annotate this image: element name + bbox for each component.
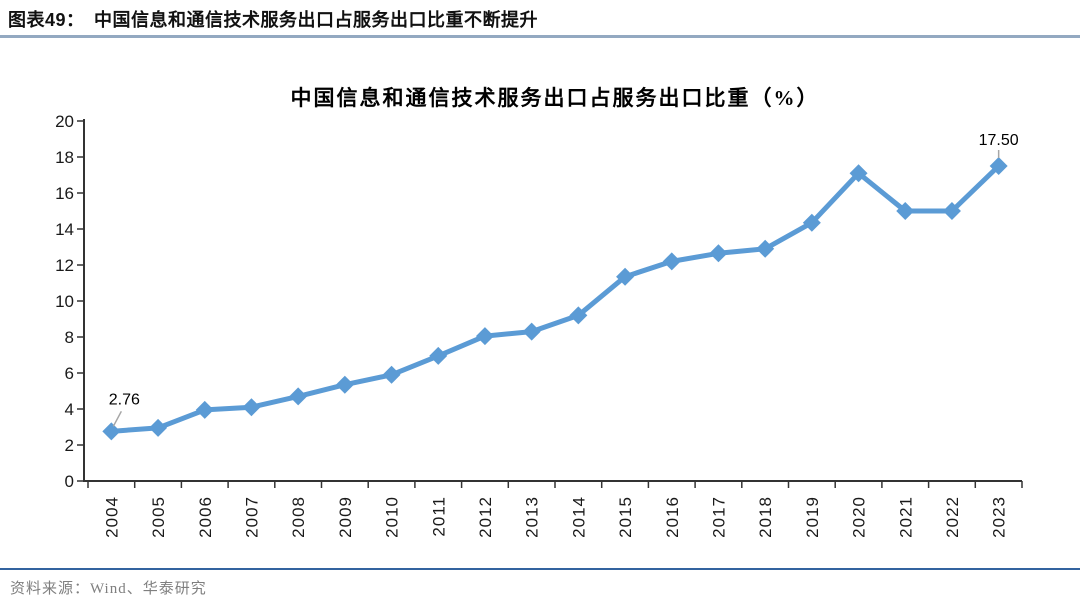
data-point-2014: [569, 306, 588, 325]
y-tick-label: 2: [65, 436, 74, 455]
x-tick-label: 2018: [756, 496, 775, 538]
x-tick-label: 2014: [569, 496, 588, 538]
x-tick-label: 2016: [663, 496, 682, 538]
data-point-2010: [382, 365, 401, 384]
x-tick-label: 2020: [850, 496, 869, 538]
chart-title: 中国信息和通信技术服务出口占服务出口比重（%）: [290, 86, 820, 110]
data-point-2016: [662, 252, 681, 271]
x-tick-label: 2004: [102, 496, 121, 538]
y-tick-label: 14: [55, 220, 74, 239]
data-point-2007: [242, 398, 261, 417]
data-point-2017: [709, 244, 728, 263]
y-tick-label: 20: [55, 112, 74, 131]
x-tick-label: 2017: [709, 496, 728, 538]
x-tick-label: 2023: [990, 496, 1009, 538]
x-tick-label: 2019: [803, 496, 822, 538]
data-point-2015: [616, 267, 635, 286]
x-tick-label: 2009: [336, 496, 355, 538]
y-tick-label: 16: [55, 184, 74, 203]
y-tick-label: 0: [65, 472, 74, 491]
data-point-label: 17.50: [979, 132, 1019, 149]
x-tick-label: 2015: [616, 496, 635, 538]
x-tick-label: 2021: [896, 496, 915, 538]
data-point-2004: [102, 422, 121, 441]
figure-caption: 图表49： 中国信息和通信技术服务出口占服务出口比重不断提升: [8, 10, 539, 30]
data-point-2021: [896, 202, 915, 220]
y-tick-label: 8: [65, 328, 74, 347]
x-tick-label: 2006: [196, 496, 215, 538]
x-tick-label: 2012: [476, 496, 495, 538]
data-point-2013: [522, 322, 541, 341]
data-point-2008: [289, 387, 308, 406]
data-point-label: 2.76: [109, 391, 140, 408]
y-tick-label: 10: [55, 292, 74, 311]
x-tick-label: 2022: [943, 496, 962, 538]
data-point-2011: [429, 346, 448, 365]
x-tick-label: 2005: [149, 496, 168, 538]
data-point-2018: [756, 239, 775, 258]
data-point-2022: [942, 202, 961, 220]
series-line: [108, 163, 1002, 434]
footer-rule: [0, 568, 1080, 570]
data-point-2020: [849, 164, 868, 183]
leader-line: [112, 410, 123, 427]
x-tick-label: 2008: [289, 496, 308, 538]
data-point-2019: [802, 213, 821, 232]
x-tick-label: 2010: [383, 496, 402, 538]
data-point-2006: [195, 400, 214, 419]
source-note: 资料来源：Wind、华泰研究: [10, 581, 207, 597]
data-point-2012: [475, 327, 494, 346]
data-point-2009: [335, 375, 354, 394]
x-tick-label: 2013: [523, 496, 542, 538]
y-tick-label: 18: [55, 148, 74, 167]
x-tick-label: 2011: [429, 496, 448, 537]
y-tick-label: 4: [65, 400, 74, 419]
data-point-2023: [989, 157, 1008, 175]
header-rule: [0, 35, 1080, 38]
data-point-2005: [149, 418, 168, 437]
y-tick-label: 6: [65, 364, 74, 383]
y-tick-label: 12: [55, 256, 74, 275]
x-tick-label: 2007: [242, 496, 261, 538]
